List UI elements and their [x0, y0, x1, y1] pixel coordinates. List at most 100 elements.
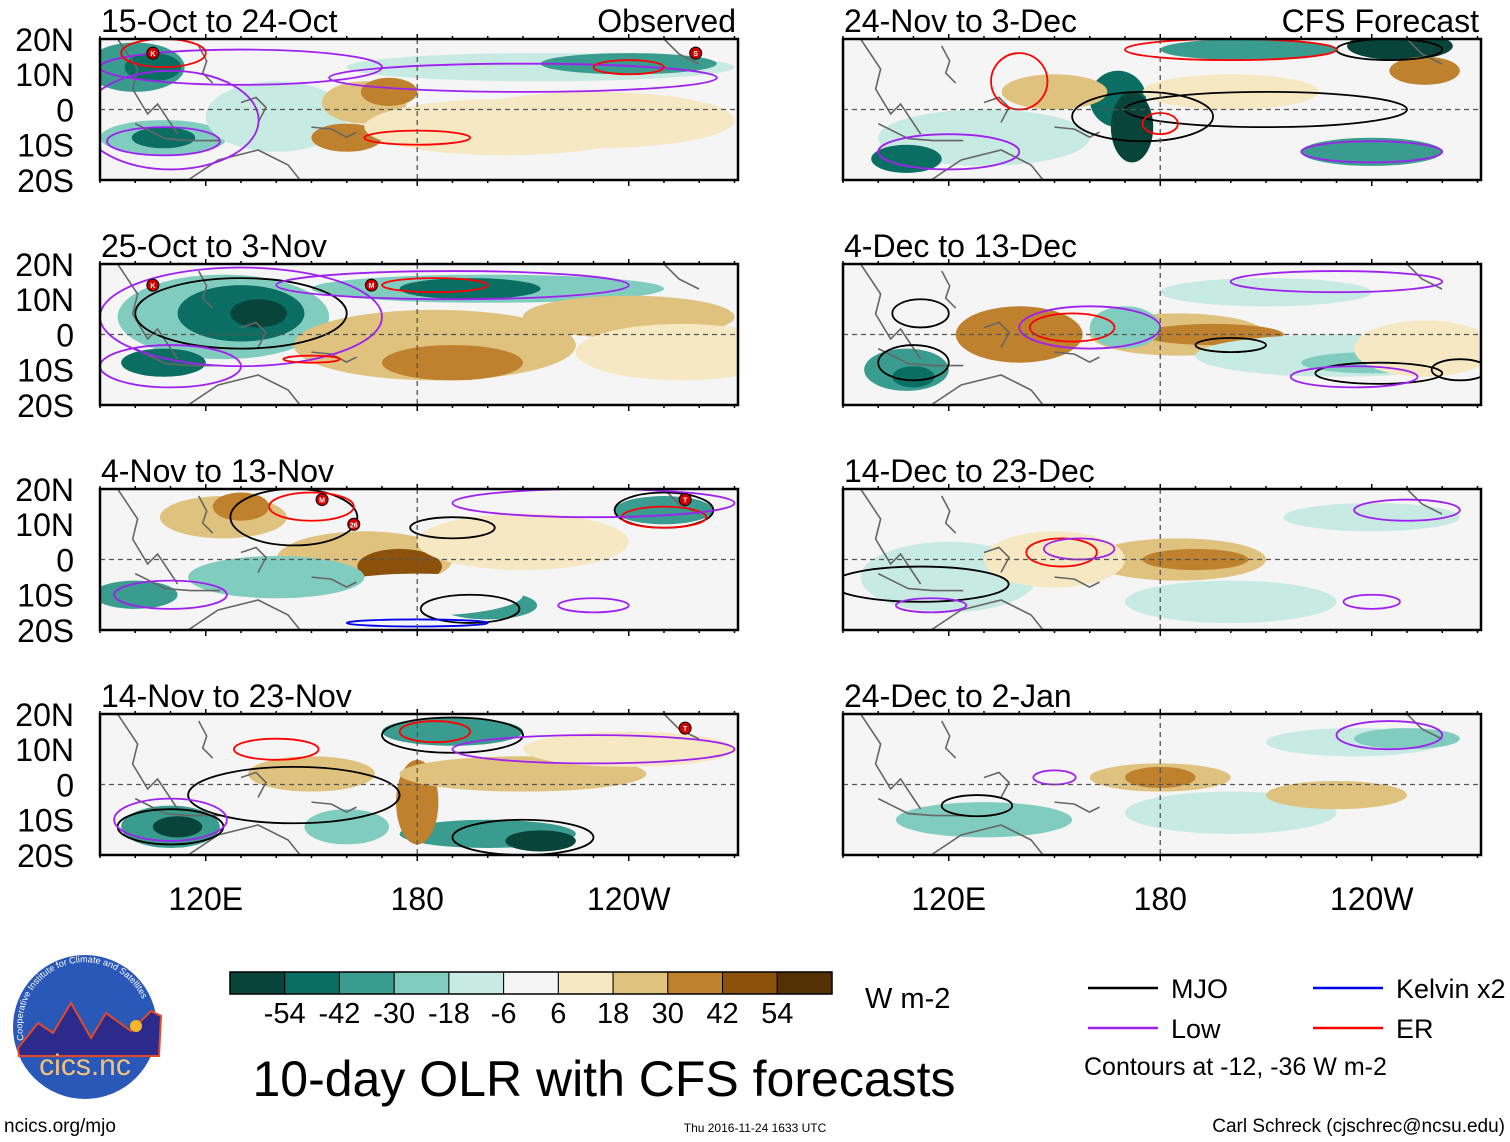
- legend: MJO Kelvin x2 Low ER Contours at -12, -36 W …: [1084, 974, 1506, 1081]
- wave-contour: [120, 39, 207, 69]
- wave-contour: [1314, 361, 1444, 385]
- lat-tick-label: 10N: [15, 282, 74, 318]
- colorbar-swatch: [393, 971, 450, 995]
- colorbar-label: -6: [491, 998, 517, 1030]
- coastline: [859, 489, 1443, 630]
- map-frame: [841, 37, 1483, 182]
- legend-label: ER: [1396, 1014, 1434, 1044]
- lat-tick-label: 0: [56, 92, 74, 128]
- coastline: [116, 714, 700, 855]
- wave-contour: [381, 716, 524, 754]
- colorbar-swatch: [284, 971, 340, 995]
- wave-contour: [100, 69, 260, 171]
- colorbar-swatch: [557, 971, 614, 995]
- lat-tick-label: 10S: [17, 353, 74, 389]
- panel-title: 14-Nov to 23-Nov: [101, 678, 352, 714]
- lon-tick-label: 120W: [1330, 881, 1414, 917]
- olr-anomaly-blob: [1110, 91, 1154, 163]
- wave-contour: [233, 737, 320, 761]
- coastline: [859, 39, 1443, 180]
- storm-label: M: [319, 498, 325, 505]
- wave-contour: [1289, 365, 1419, 389]
- coastline: [859, 714, 1443, 855]
- olr-anomaly-blob: [1265, 780, 1407, 810]
- olr-anomaly-blob: [1389, 56, 1460, 85]
- map-frame: [841, 262, 1483, 407]
- wave-contour: [451, 734, 736, 765]
- wave-contour: [282, 354, 341, 364]
- map-panel-forecast-2: 4-Dec to 13-Dec: [841, 228, 1483, 411]
- wave-contour: [891, 298, 950, 329]
- wave-contour: [1229, 270, 1444, 294]
- lat-tick-label: 10N: [15, 732, 74, 768]
- olr-anomaly-blob: [892, 366, 935, 388]
- logo-sun-icon: [130, 1020, 142, 1032]
- legend-label: Kelvin x2: [1396, 974, 1506, 1004]
- olr-anomaly-blob: [311, 573, 523, 616]
- olr-anomaly-blob: [152, 816, 203, 838]
- colorbar-swatch: [338, 971, 395, 995]
- storm-label: K: [150, 51, 155, 58]
- wave-contour: [592, 59, 665, 76]
- map-panel-forecast-1: 24-Nov to 3-Dec CFS Forecast: [841, 3, 1483, 186]
- wave-contour: [1335, 720, 1444, 751]
- colorbar-label: -18: [428, 998, 470, 1030]
- olr-anomaly-blob: [1160, 278, 1372, 307]
- wave-contour: [940, 794, 1014, 818]
- wave-contour: [451, 489, 736, 519]
- olr-anomaly-blob: [188, 555, 365, 599]
- panel-title: 15-Oct to 24-Oct: [101, 3, 338, 39]
- wave-contour: [100, 344, 242, 389]
- olr-anomaly-blob: [955, 306, 1083, 363]
- storm-label: S: [693, 51, 698, 58]
- wave-contour: [1025, 537, 1098, 568]
- lat-tick-label: 10N: [15, 57, 74, 93]
- colorbar-swatch: [722, 971, 778, 995]
- wave-contour: [1430, 358, 1481, 382]
- wave-contour: [398, 720, 472, 744]
- wave-contour: [1071, 90, 1215, 143]
- olr-anomaly-blob: [417, 513, 629, 571]
- wave-contour: [113, 797, 228, 842]
- wave-contour: [187, 765, 401, 825]
- lat-tick-label: 20S: [17, 838, 74, 874]
- panel-title: 14-Dec to 23-Dec: [844, 453, 1095, 489]
- storm-marker-icon: [146, 278, 160, 292]
- olr-anomaly-blob: [871, 144, 942, 173]
- wave-contour: [409, 516, 496, 540]
- lat-tick-label: 0: [56, 542, 74, 578]
- olr-anomaly-blob: [360, 77, 418, 106]
- olr-field: [859, 714, 1460, 855]
- storm-marker-icon: [347, 517, 361, 531]
- footer-url: ncics.org/mjo: [4, 1116, 116, 1137]
- logo-text: cics.nc: [39, 1049, 131, 1082]
- lat-tick-label: 20S: [17, 613, 74, 649]
- wave-contour: [1353, 498, 1461, 522]
- wave-contour: [877, 133, 1021, 171]
- lon-tick-label: 120E: [168, 881, 243, 917]
- storm-label: T: [683, 726, 688, 733]
- olr-anomaly-blob: [212, 492, 270, 521]
- footer-author: Carl Schreck (cjschrec@ncsu.edu): [1212, 1116, 1505, 1137]
- colorbar-swatch: [229, 971, 286, 995]
- colorbar-label: -54: [264, 998, 306, 1030]
- olr-anomaly-blob: [1354, 728, 1460, 750]
- map-frame: [841, 712, 1483, 857]
- wave-contour: [275, 270, 630, 301]
- lat-tick-label: 10S: [17, 578, 74, 614]
- lon-tick-label: 180: [1134, 881, 1187, 917]
- map-frame: [98, 487, 740, 632]
- olr-field: [859, 39, 1460, 180]
- figure-title: 10-day OLR with CFS forecasts: [252, 1051, 955, 1107]
- colorbar-frame: [229, 971, 833, 995]
- storm-marker-icon: [315, 493, 329, 507]
- wave-contour: [419, 593, 521, 624]
- wave-contour: [229, 489, 359, 547]
- footer-timestamp: Thu 2016-11-24 1633 UTC: [684, 1121, 827, 1135]
- legend-label: MJO: [1171, 974, 1228, 1004]
- panel-tag: Observed: [597, 3, 736, 39]
- wave-contour: [894, 597, 968, 614]
